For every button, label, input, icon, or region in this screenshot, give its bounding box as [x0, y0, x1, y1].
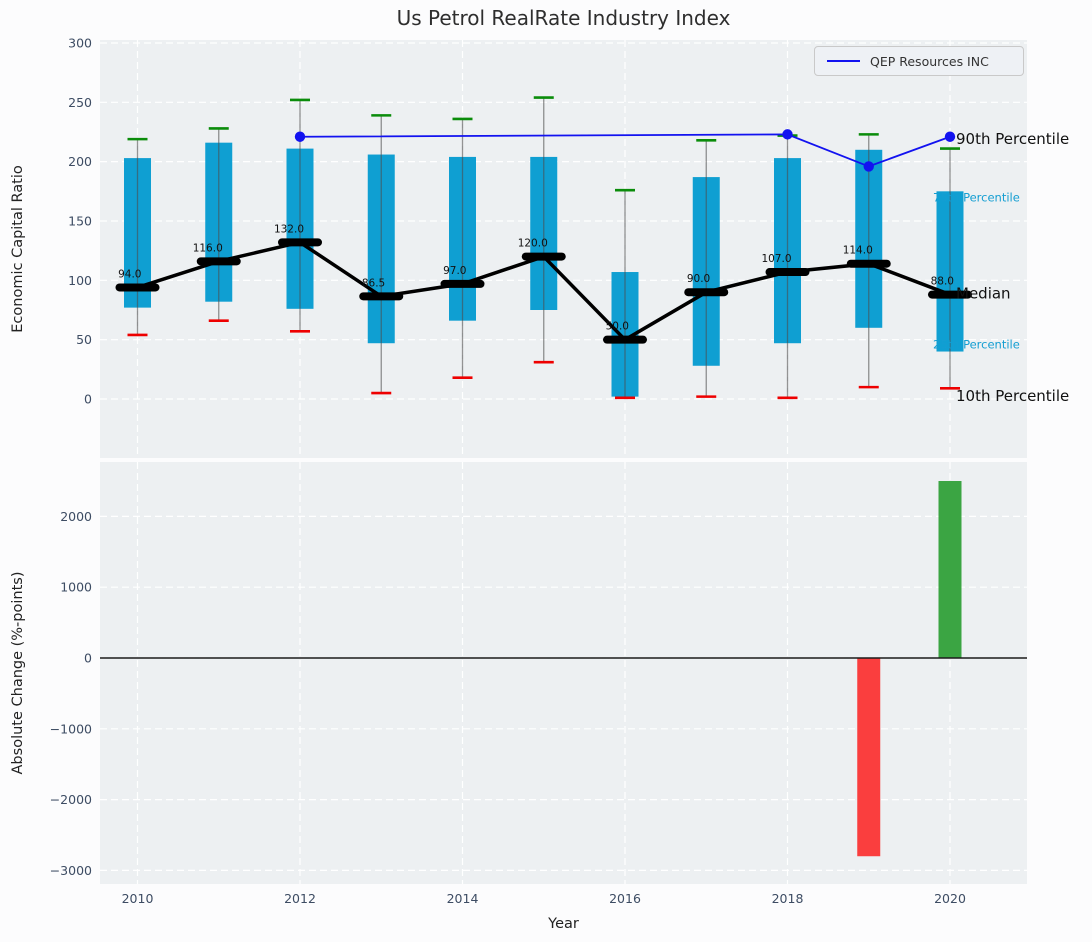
bottom-y-tick-3000: −3000	[50, 863, 92, 878]
x-tick-2012: 2012	[284, 891, 316, 906]
top-y-tick-50: 50	[76, 332, 92, 347]
median-label-2015: 120.0	[518, 238, 548, 250]
median-label-2019: 114.0	[843, 245, 873, 257]
bottom-y-tick-2000: −2000	[50, 792, 92, 807]
top-y-axis-label: Economic Capital Ratio	[10, 165, 26, 333]
median-label-2013: 86.5	[362, 277, 385, 289]
median-label-2010: 94.0	[118, 268, 141, 280]
annotation-median: Median	[956, 284, 1011, 302]
x-tick-2014: 2014	[447, 891, 479, 906]
top-y-tick-300: 300	[68, 35, 92, 50]
x-axis-label: Year	[547, 916, 579, 932]
bottom-axes: −3000 −2000 −1000 0 1000 2000 Absolute Change …	[10, 462, 1027, 932]
bottom-y-tick-2000: 2000	[60, 509, 92, 524]
top-y-tick-150: 150	[68, 213, 92, 228]
top-y-tick-250: 250	[68, 95, 92, 110]
median-label-2014: 97.0	[443, 265, 466, 277]
qep-marker-2018	[782, 129, 793, 140]
qep-line	[299, 133, 951, 168]
bottom-y-tick-1000: −1000	[50, 721, 92, 736]
qep-line-swatch	[827, 60, 860, 62]
top-y-tick-100: 100	[68, 273, 92, 288]
qep-marker-2012	[294, 131, 306, 142]
x-tick-2016: 2016	[609, 891, 641, 906]
x-tick-2018: 2018	[772, 891, 804, 906]
bottom-y-tick-0: 0	[84, 651, 92, 666]
qep-marker-2020	[944, 131, 956, 142]
median-label-2012: 132.0	[274, 223, 304, 235]
qep-marker-2019	[863, 161, 874, 172]
x-tick-2010: 2010	[122, 891, 154, 906]
top-y-tick-0: 0	[84, 392, 92, 407]
bar-2020	[938, 481, 962, 658]
bottom-y-tick-1000: 1000	[60, 580, 92, 595]
annotation-90th-percentile: 90th Percentile	[956, 130, 1069, 148]
plot-background	[100, 462, 1027, 884]
annotation-10th-percentile: 10th Percentile	[956, 387, 1069, 405]
bottom-y-axis-label: Absolute Change (%-points)	[10, 572, 26, 775]
chart-title: Us Petrol RealRate Industry Index	[396, 6, 731, 30]
median-label-2017: 90.0	[687, 273, 710, 285]
top-axes: 0 50 100 150 200 250 300 Economic Capital Ratio…	[10, 35, 1069, 458]
x-tick-2020: 2020	[934, 891, 966, 906]
median-label-2020: 88.0	[931, 276, 954, 288]
annotation-75th-percentile: 75th Percentile	[933, 190, 1020, 204]
bar-2019	[857, 658, 881, 857]
annotation-25th-percentile: 25th Percentile	[933, 337, 1020, 351]
median-label-2018: 107.0	[761, 253, 791, 265]
median-label-2016: 50.0	[606, 321, 629, 333]
legend-label: QEP Resources INC	[870, 53, 989, 69]
top-y-tick-200: 200	[68, 154, 92, 169]
median-label-2011: 116.0	[193, 242, 223, 254]
legend: QEP Resources INC	[814, 46, 1024, 76]
